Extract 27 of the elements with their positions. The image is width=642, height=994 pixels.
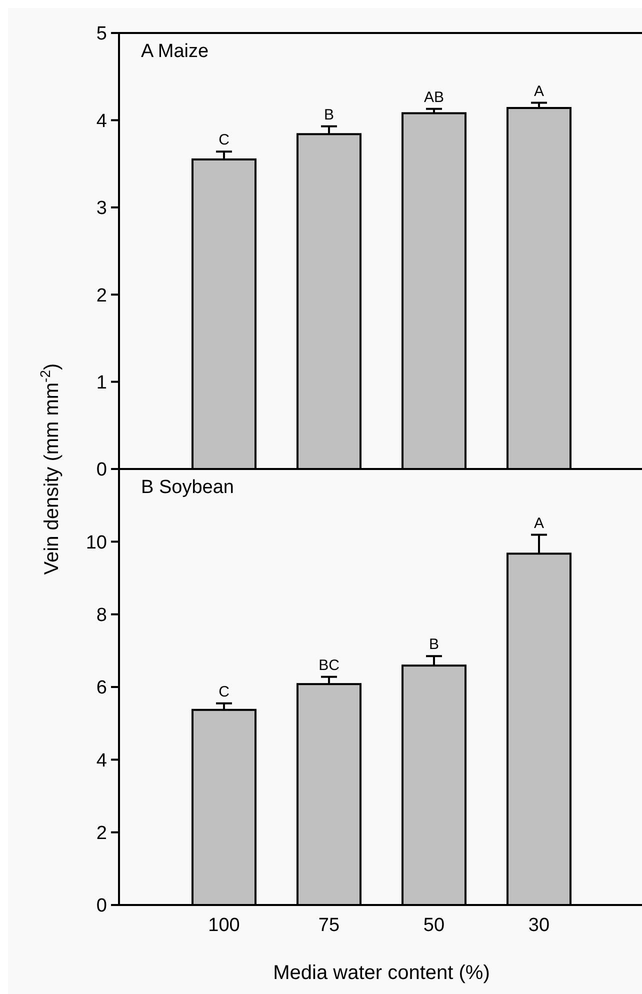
annotation: C: [218, 683, 230, 700]
y-tick-label: 8: [96, 604, 107, 626]
annotation: AB: [424, 88, 444, 106]
x-axis-title: Media water content (%): [273, 962, 490, 984]
y-tick-label: 5: [96, 24, 107, 45]
annotation: B: [428, 636, 440, 654]
chart-title: A Maize: [141, 41, 209, 62]
x-tick-label: 75: [318, 915, 340, 936]
y-tick-label: 0: [96, 896, 107, 917]
y-tick-label: 4: [96, 110, 108, 132]
annotation: A: [534, 82, 544, 100]
x-tick-label: 100: [208, 915, 240, 936]
y-tick-label: 2: [96, 285, 107, 306]
x-tick-label: 30: [528, 915, 550, 936]
y-tick-label: 2: [96, 822, 107, 844]
y-tick-label: 10: [86, 532, 107, 554]
y-tick-label: 0: [96, 460, 107, 481]
annotation: A: [534, 514, 544, 532]
y-tick-label: 1: [96, 372, 107, 394]
annotation: B: [324, 106, 334, 124]
chart-title: B Soybean: [141, 477, 234, 498]
annotation: BC: [318, 656, 340, 674]
y-tick-label: 3: [96, 198, 107, 220]
x-tick-label: 50: [423, 915, 445, 936]
y-tick-label: 6: [96, 678, 107, 699]
y-tick-label: 4: [96, 750, 108, 772]
annotation: C: [218, 132, 230, 149]
